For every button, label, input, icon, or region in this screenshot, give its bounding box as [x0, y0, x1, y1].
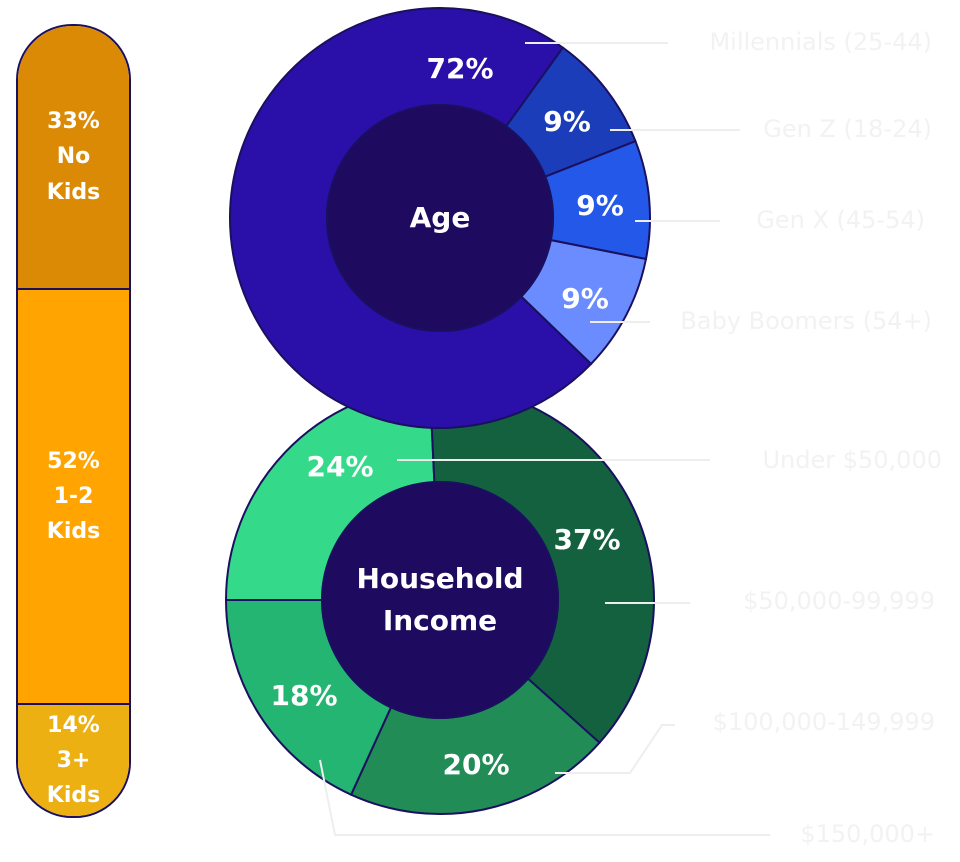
- value-label: 18%: [270, 679, 337, 712]
- value-label: 20%: [442, 748, 509, 781]
- legend-label: $50,000-99,999: [743, 587, 935, 615]
- value-label: 24%: [306, 450, 373, 483]
- value-label: 72%: [426, 52, 493, 85]
- leader-line: [319, 759, 770, 836]
- legend-label: Baby Boomers (54+): [680, 307, 932, 335]
- category-label: 1-2 Kids: [46, 483, 101, 545]
- legend-label: Gen X (45-54): [756, 206, 925, 234]
- legend-label: Gen Z (18-24): [763, 115, 932, 143]
- value-label: 9%: [561, 282, 609, 315]
- value-label: 9%: [576, 189, 624, 222]
- category-label: 3+ Kids: [46, 747, 101, 809]
- donut-hole: [321, 481, 559, 719]
- value-label: 14%: [47, 712, 100, 738]
- legend-label: $150,000+: [800, 820, 935, 848]
- bar-segment: 14% 3+ Kids: [18, 704, 129, 816]
- value-label: 33%: [47, 109, 100, 135]
- bar-segment: 52% 1-2 Kids: [18, 290, 129, 705]
- donut-hole: [326, 104, 554, 332]
- legend-label: Under $50,000: [762, 446, 942, 474]
- kids-bar: 33% No Kids 52% 1-2 Kids 14% 3+ Kids: [16, 24, 131, 818]
- legend-label: Millennials (25-44): [709, 28, 932, 56]
- legend-label: $100,000-149,999: [713, 708, 935, 736]
- donut-title: Age: [409, 201, 471, 234]
- value-label: 9%: [543, 105, 591, 138]
- donut-title: Household Income: [356, 562, 524, 637]
- bar-segment: 33% No Kids: [18, 26, 129, 290]
- leader-line: [555, 724, 675, 774]
- value-label: 52%: [47, 448, 100, 474]
- category-label: No Kids: [46, 144, 101, 205]
- value-label: 37%: [553, 523, 620, 556]
